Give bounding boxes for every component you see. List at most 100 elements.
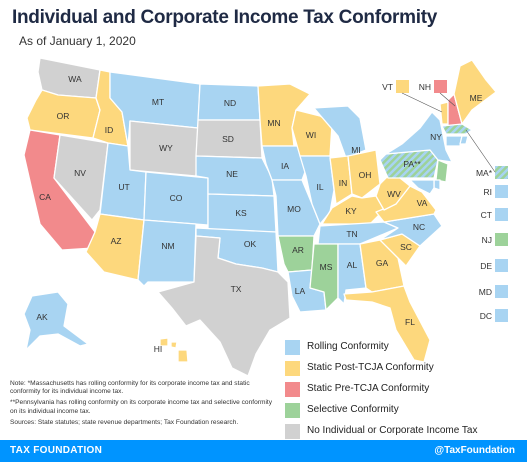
legend-label-post: Static Post-TCJA Conformity — [307, 362, 434, 373]
footer-handle: @TaxFoundation — [434, 445, 515, 456]
label-KY: KY — [345, 206, 357, 216]
label-CO: CO — [170, 193, 183, 203]
state-NJ — [435, 159, 449, 183]
state-RI — [459, 135, 469, 145]
state-CT — [445, 135, 463, 147]
state-HI-1 — [159, 337, 169, 347]
state-MA — [441, 123, 473, 135]
label-ID: ID — [105, 125, 114, 135]
state-FL — [343, 285, 431, 363]
label-ND: ND — [224, 98, 236, 108]
state-ME — [453, 59, 497, 125]
map-subtitle: As of January 1, 2020 — [19, 34, 136, 48]
label-WI: WI — [306, 130, 316, 140]
label-IL: IL — [316, 182, 323, 192]
legend-label-rolling: Rolling Conformity — [307, 341, 389, 352]
label-AR: AR — [292, 245, 304, 255]
label-WV: WV — [387, 189, 401, 199]
state-VT — [439, 101, 449, 125]
state-TN — [317, 221, 399, 245]
callout-swatch-RI — [495, 185, 508, 198]
callout-swatch-MA — [495, 166, 508, 179]
callout-label-NJ: NJ — [482, 235, 492, 245]
label-OH: OH — [359, 170, 372, 180]
label-MO: MO — [287, 204, 301, 214]
label-OR: OR — [57, 111, 70, 121]
label-SC: SC — [400, 242, 412, 252]
state-DE — [433, 179, 441, 191]
leader-line-ma — [465, 129, 496, 173]
label-MS: MS — [320, 262, 333, 272]
callout-label-NH: NH — [419, 82, 431, 92]
footer-bar: TAX FOUNDATION @TaxFoundation — [0, 440, 527, 462]
callout-swatch-VT — [396, 80, 409, 93]
label-NY: NY — [430, 132, 442, 142]
label-PA: PA** — [403, 159, 421, 169]
leader-line-nh — [439, 92, 456, 107]
state-WV — [375, 175, 411, 211]
state-NV — [53, 134, 109, 221]
callout-label-MA: MA* — [476, 168, 493, 178]
label-UT: UT — [118, 182, 129, 192]
callout-label-DC: DC — [480, 311, 492, 321]
callout-swatch-DC — [495, 309, 508, 322]
callout-swatch-CT — [495, 208, 508, 221]
state-MO — [271, 179, 321, 237]
label-MT: MT — [152, 97, 164, 107]
label-SD: SD — [222, 134, 234, 144]
label-NM: NM — [161, 241, 174, 251]
callout-label-DE: DE — [480, 261, 492, 271]
state-MD — [409, 179, 435, 195]
label-ME: ME — [470, 93, 483, 103]
label-TN: TN — [346, 229, 357, 239]
note-pennsylvania: **Pennsylvania has rolling conformity on… — [10, 399, 273, 415]
state-OH — [347, 149, 381, 199]
callout-label-VT: VT — [382, 82, 393, 92]
callout-label-MD: MD — [479, 287, 492, 297]
label-VA: VA — [417, 198, 428, 208]
label-AZ: AZ — [111, 236, 122, 246]
state-NM — [137, 219, 197, 287]
state-NY — [385, 111, 453, 163]
state-AK — [23, 291, 89, 351]
legend-swatch-pre — [285, 382, 300, 397]
label-WY: WY — [159, 143, 173, 153]
label-LA: LA — [295, 286, 306, 296]
state-AZ — [85, 213, 145, 281]
us-map: WA OR CA NV ID MT WY UT AZ CO NM ND SD N… — [23, 57, 508, 377]
callout-swatch-NJ — [495, 233, 508, 246]
legend-swatch-none — [285, 424, 300, 439]
footer-brand: TAX FOUNDATION — [10, 445, 103, 456]
state-TX — [157, 235, 291, 377]
label-AK: AK — [36, 312, 48, 322]
map-title: Individual and Corporate Income Tax Conf… — [12, 7, 438, 28]
note-massachusetts: Note: *Massachusetts has rolling conform… — [10, 380, 250, 396]
callout-swatch-DE — [495, 259, 508, 272]
note-sources: Sources: State statutes; state revenue d… — [10, 418, 239, 426]
label-GA: GA — [376, 258, 389, 268]
state-NC — [379, 213, 443, 247]
legend-label-none: No Individual or Corporate Income Tax — [307, 425, 478, 436]
label-FL: FL — [405, 317, 415, 327]
state-HI-2 — [170, 341, 178, 349]
label-AL: AL — [347, 260, 358, 270]
legend-label-selective: Selective Conformity — [307, 404, 399, 415]
callout-swatch-NH — [434, 80, 447, 93]
label-MI: MI — [351, 145, 360, 155]
legend-swatch-rolling — [285, 340, 300, 355]
state-HI-3 — [177, 349, 189, 363]
callout-label-CT: CT — [481, 210, 492, 220]
label-MN: MN — [267, 118, 280, 128]
label-NV: NV — [74, 168, 86, 178]
label-WA: WA — [68, 74, 82, 84]
label-CA: CA — [39, 192, 51, 202]
legend-label-pre: Static Pre-TCJA Conformity — [307, 383, 430, 394]
map-notes: Note: *Massachusetts has rolling conform… — [10, 380, 280, 430]
label-OK: OK — [244, 239, 257, 249]
label-NE: NE — [226, 169, 238, 179]
legend-swatch-post — [285, 361, 300, 376]
callout-label-RI: RI — [484, 187, 493, 197]
leader-line-vt — [401, 92, 443, 113]
label-KS: KS — [235, 208, 247, 218]
label-TX: TX — [231, 284, 242, 294]
